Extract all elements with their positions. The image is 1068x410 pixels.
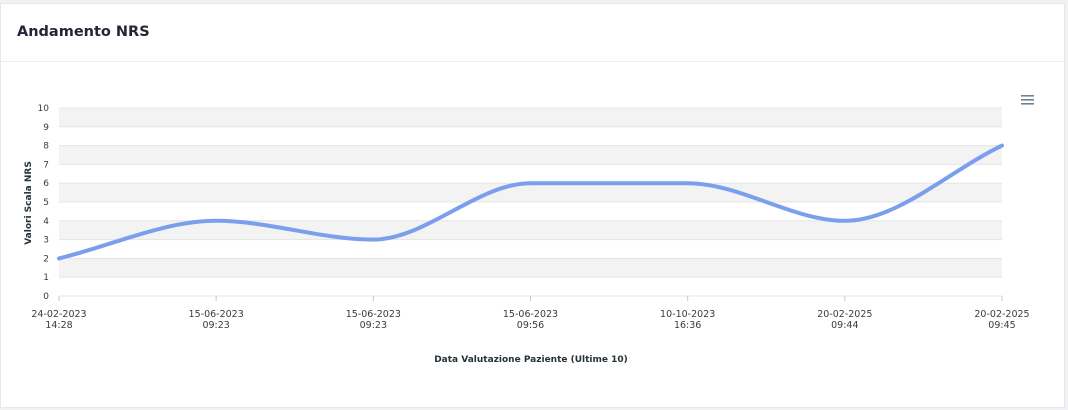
chart-card: Andamento NRS 0 1 2 3 4 5 6 7 8 9 10 24-02-2023 14:… — [0, 3, 1065, 408]
y-tick-label: 10 — [38, 104, 50, 114]
y-tick-label: 5 — [43, 198, 49, 208]
x-axis-ticks: 24-02-2023 14:28 15-06-2023 09:23 15-06-2023… — [31, 296, 1030, 331]
grid-band — [59, 108, 1002, 127]
y-tick-label: 7 — [43, 160, 49, 170]
y-tick-label: 3 — [43, 236, 49, 246]
x-tick-label: 24-02-2023 14:28 — [31, 309, 86, 331]
y-tick-label: 0 — [43, 292, 49, 302]
nrs-line-chart: 0 1 2 3 4 5 6 7 8 9 10 24-02-2023 14:28 15-06-2023 09… — [24, 104, 1030, 365]
series-line — [57, 143, 1004, 261]
x-tick-label: 15-06-2023 09:56 — [503, 309, 558, 331]
y-tick-label: 2 — [43, 254, 49, 264]
grid-band — [59, 145, 1002, 165]
x-tick-label: 20-02-2025 09:44 — [817, 309, 872, 331]
card-header: Andamento NRS — [1, 4, 1064, 62]
x-axis-title: Data Valutazione Paziente (Ultime 10) — [434, 355, 628, 365]
grid-band — [59, 258, 1002, 278]
y-tick-label: 1 — [43, 273, 49, 283]
x-tick-label: 15-06-2023 09:23 — [189, 309, 244, 331]
series-layer — [57, 143, 1004, 261]
card-title: Andamento NRS — [17, 24, 150, 40]
grid-band — [59, 220, 1002, 240]
y-tick-label: 4 — [43, 217, 49, 227]
hamburger-menu-icon[interactable] — [1020, 91, 1036, 105]
y-axis-ticks: 0 1 2 3 4 5 6 7 8 9 10 — [38, 104, 50, 302]
grid-band — [59, 183, 1002, 202]
y-tick-label: 9 — [43, 123, 49, 133]
x-tick-label: 15-06-2023 09:23 — [346, 309, 401, 331]
grid — [59, 107, 1002, 297]
y-tick-label: 8 — [43, 142, 49, 152]
y-axis-title: Valori Scala NRS — [24, 161, 34, 245]
x-tick-label: 10-10-2023 16:36 — [660, 309, 715, 331]
x-tick-label: 20-02-2025 09:45 — [974, 309, 1029, 331]
y-tick-label: 6 — [43, 179, 49, 189]
